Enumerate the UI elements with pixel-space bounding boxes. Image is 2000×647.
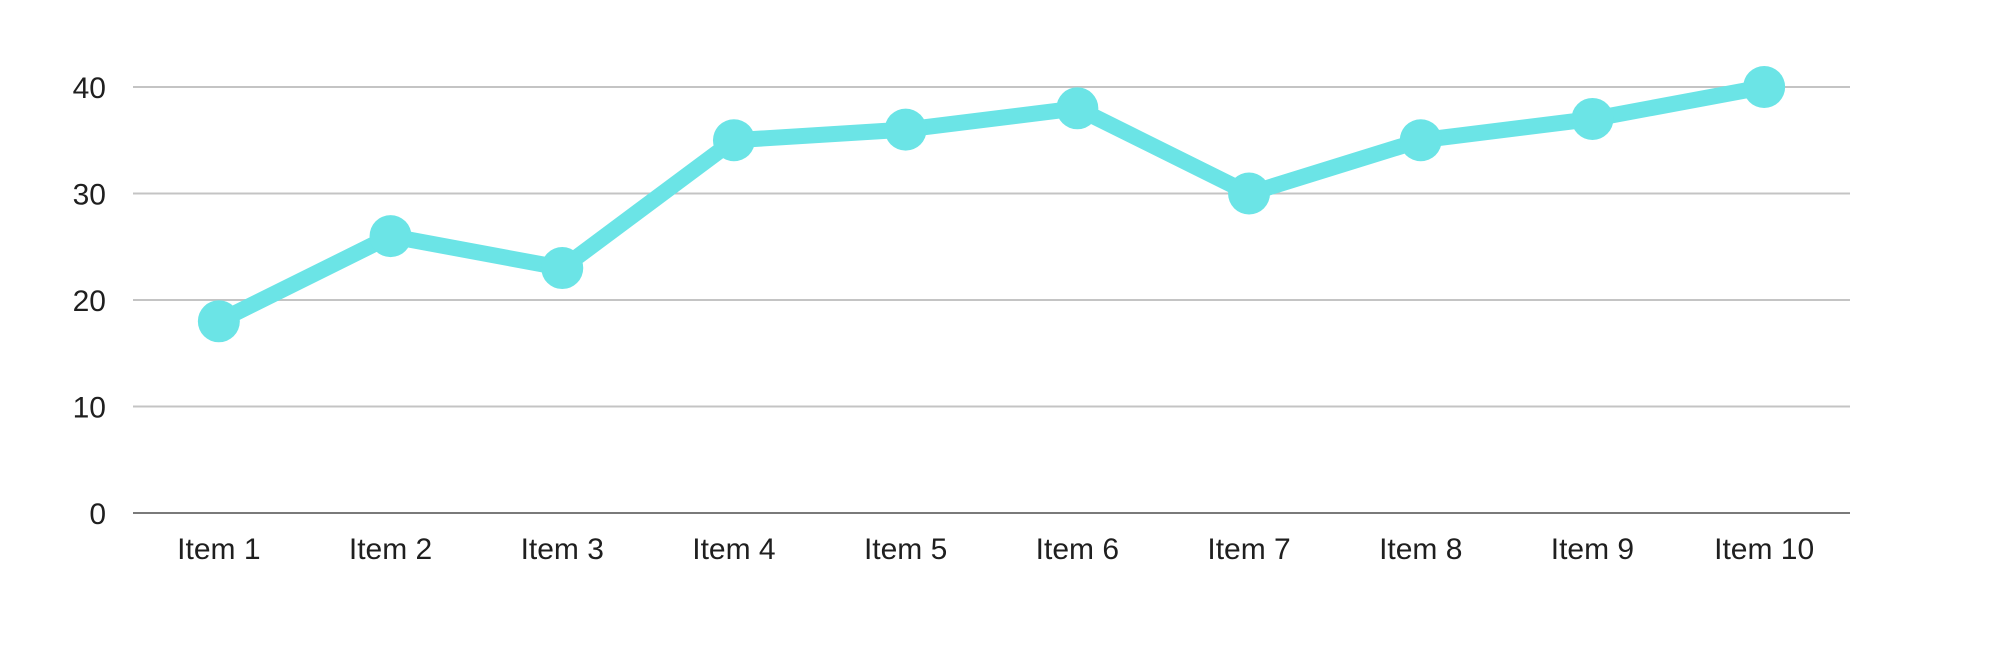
data-point-item-8 bbox=[1399, 119, 1442, 162]
data-point-item-2 bbox=[369, 215, 412, 258]
gridlines bbox=[133, 86, 1850, 408]
y-tick-label-30: 30 bbox=[73, 179, 106, 212]
x-tick-label-2: Item 2 bbox=[349, 533, 432, 566]
series-line-1 bbox=[210, 79, 1773, 330]
x-tick-label-7: Item 7 bbox=[1207, 533, 1290, 566]
data-point-item-9 bbox=[1571, 97, 1614, 140]
x-tick-label-8: Item 8 bbox=[1379, 533, 1462, 566]
x-tick-label-3: Item 3 bbox=[521, 533, 604, 566]
data-point-item-10 bbox=[1743, 66, 1786, 108]
data-point-item-4 bbox=[712, 119, 755, 162]
data-point-item-5 bbox=[884, 108, 927, 151]
data-point-item-3 bbox=[541, 247, 584, 290]
x-tick-label-1: Item 1 bbox=[177, 533, 260, 566]
y-tick-label-10: 10 bbox=[73, 392, 106, 425]
x-tick-label-5: Item 5 bbox=[864, 533, 947, 566]
x-axis-tick-labels: Item 1 Item 2 Item 3 Item 4 Item 5 Item 6 Item… bbox=[177, 533, 1814, 566]
series-layer bbox=[197, 66, 1786, 343]
y-tick-label-40: 40 bbox=[73, 72, 106, 105]
y-axis-tick-labels: 0 10 20 30 40 bbox=[73, 72, 106, 531]
data-point-item-7 bbox=[1228, 172, 1271, 215]
data-point-item-6 bbox=[1056, 87, 1099, 130]
x-tick-label-9: Item 9 bbox=[1551, 533, 1634, 566]
x-tick-label-6: Item 6 bbox=[1036, 533, 1119, 566]
data-point-item-1 bbox=[197, 300, 240, 343]
x-tick-label-4: Item 4 bbox=[692, 533, 775, 566]
x-tick-label-10: Item 10 bbox=[1714, 533, 1814, 566]
y-tick-label-0: 0 bbox=[89, 498, 106, 531]
y-tick-label-20: 20 bbox=[73, 285, 106, 318]
